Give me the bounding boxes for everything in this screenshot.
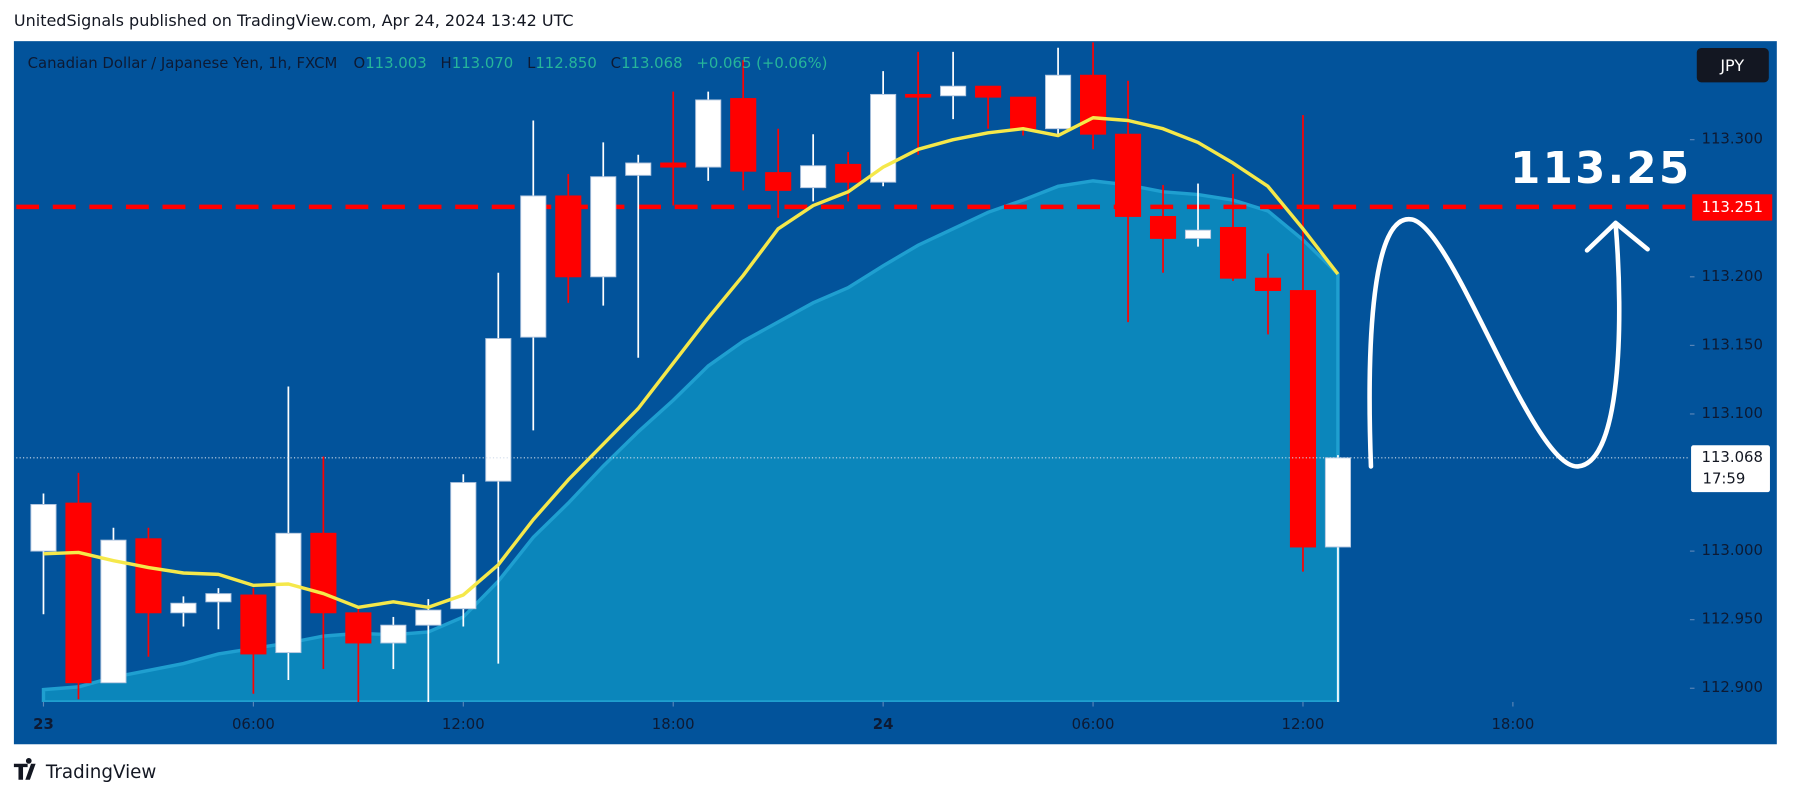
countdown: 17:59 [1703,470,1746,488]
candle-body [380,624,407,644]
candle-body [345,612,372,644]
candle-body [485,338,512,482]
candle-body [1184,229,1212,239]
candle-body [1324,457,1352,548]
legend: Canadian Dollar / Japanese Yen, 1h, FXCM… [28,54,828,72]
candle-body [1045,74,1072,130]
y-tick-label: 113.200 [1702,267,1763,285]
candle-body [765,172,792,191]
y-tick-label: 113.100 [1702,404,1763,422]
legend-l-label: L [527,54,536,72]
candle-body [450,482,477,610]
candle-body [135,538,162,614]
annotation: 113.25 [1510,144,1691,194]
x-tick-label: 18:00 [1491,715,1534,733]
x-tick-label: 24 [873,715,894,733]
drawn-arrow [1367,217,1650,469]
legend-o: 113.003 [365,54,426,72]
hline-label-box [1692,194,1773,221]
last-price-box [1691,445,1770,493]
currency-button-label[interactable]: JPY [1719,56,1744,75]
x-tick-label: 12:00 [1282,715,1325,733]
candle-body [1114,133,1142,217]
candle-body [1149,216,1177,239]
legend-change: +0.065 (+0.06%) [696,54,827,72]
candle-body [1080,74,1107,135]
candle-body [170,602,197,614]
legend-l: 112.850 [535,54,596,72]
legend-c: 113.068 [621,54,682,72]
x-tick-label: 12:00 [442,715,485,733]
x-tick-label: 23 [33,715,54,733]
candle-body [30,504,57,552]
legend-symbol: Canadian Dollar / Japanese Yen, 1h, FXCM [28,54,338,72]
candle-body [590,176,617,278]
candle-body [625,162,652,176]
candle-body [695,99,722,168]
candle-body [65,502,92,684]
candle-body [275,532,302,654]
x-tick-label: 06:00 [1072,715,1115,733]
candle-body [310,532,337,614]
ema-line [43,116,1340,610]
plot-area [16,42,1690,702]
candle-body [205,593,232,603]
candle-body [1289,290,1317,548]
candle-body [1254,277,1282,291]
x-tick-label: 18:00 [652,715,695,733]
currency-button[interactable] [1696,48,1769,83]
legend-h-label: H [441,54,452,72]
candle-body [835,163,862,183]
candle-body [975,85,1002,98]
overlay: 113.300 113.200 113.150 113.100 113.000 112.9… [33,130,1773,733]
candle-body [240,594,267,655]
candle-body [800,165,827,189]
last-price-label: 113.068 [1702,448,1763,466]
y-tick-label: 113.300 [1702,130,1763,148]
legend-h: 113.070 [452,54,513,72]
candle-body [555,195,582,278]
candle-body [415,609,442,626]
candle-body [660,162,687,168]
candle-body [905,93,932,98]
x-tick-label: 06:00 [232,715,275,733]
y-tick-label: 112.950 [1702,610,1763,628]
candle-body [1219,226,1247,279]
hline-label: 113.251 [1702,198,1763,216]
footer-logo: TradingView [45,762,157,783]
candle-body [520,195,547,338]
legend-c-label: C [611,54,621,72]
header: UnitedSignals published on TradingView.c… [14,11,574,30]
y-tick-label: 113.000 [1702,541,1763,559]
logo-mark [13,757,36,780]
candle-body [1010,96,1037,130]
legend-o-label: O [354,54,366,72]
candle-body [730,98,757,172]
y-tick-label: 112.900 [1702,678,1763,696]
candle-body [940,85,967,97]
y-tick-label: 113.150 [1702,335,1763,353]
